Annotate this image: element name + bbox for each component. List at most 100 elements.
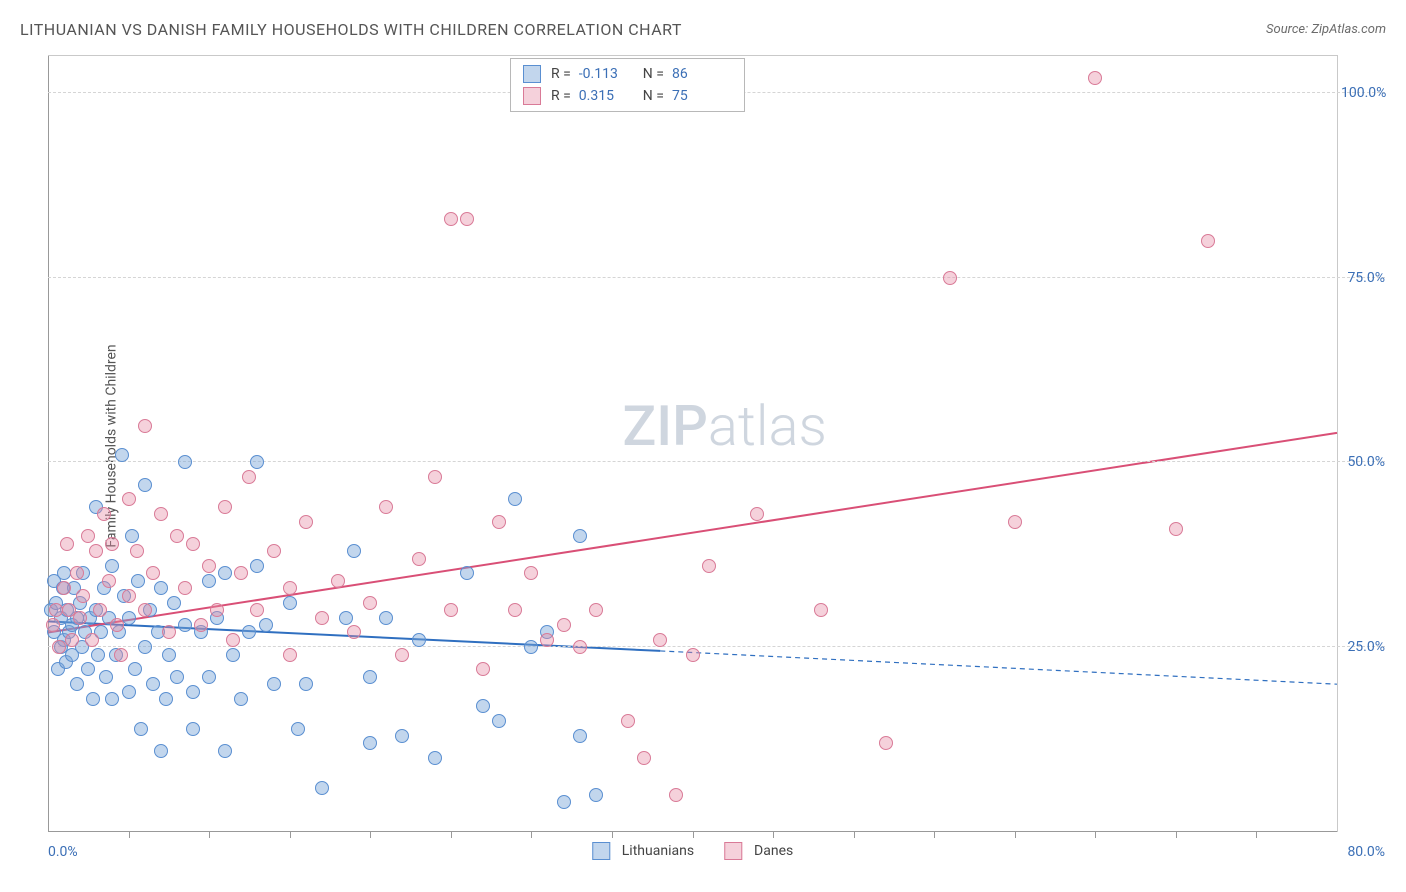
scatter-point-danes [65,633,79,647]
scatter-point-lithuanians [154,581,168,595]
scatter-point-danes [1008,515,1022,529]
scatter-point-lithuanians [315,781,329,795]
scatter-point-danes [444,212,458,226]
scatter-point-lithuanians [347,544,361,558]
x-tick [612,832,613,838]
scatter-point-danes [508,603,522,617]
scatter-point-danes [879,736,893,750]
scatter-point-danes [589,603,603,617]
scatter-point-lithuanians [57,566,71,580]
scatter-point-danes [412,552,426,566]
x-tick [1176,832,1177,838]
scatter-point-lithuanians [250,559,264,573]
scatter-point-danes [637,751,651,765]
scatter-point-lithuanians [202,670,216,684]
scatter-point-danes [85,633,99,647]
scatter-point-lithuanians [170,670,184,684]
scatter-point-lithuanians [428,751,442,765]
scatter-point-danes [750,507,764,521]
scatter-point-danes [97,507,111,521]
scatter-point-lithuanians [460,566,474,580]
scatter-point-danes [242,470,256,484]
scatter-point-lithuanians [508,492,522,506]
scatter-point-lithuanians [395,729,409,743]
scatter-point-danes [524,566,538,580]
scatter-point-lithuanians [589,788,603,802]
legend-swatch [523,65,541,83]
scatter-point-danes [122,589,136,603]
scatter-point-danes [162,625,176,639]
scatter-point-lithuanians [86,692,100,706]
scatter-point-danes [130,544,144,558]
scatter-point-danes [93,603,107,617]
legend-bottom: Lithuanians Danes [592,842,793,860]
y-axis-line [48,56,49,832]
scatter-point-lithuanians [339,611,353,625]
trend-lines-layer [48,56,1337,832]
scatter-point-lithuanians [242,625,256,639]
scatter-point-lithuanians [178,618,192,632]
scatter-point-lithuanians [125,529,139,543]
scatter-point-danes [234,566,248,580]
scatter-point-danes [73,611,87,625]
scatter-point-lithuanians [218,566,232,580]
scatter-point-lithuanians [105,692,119,706]
scatter-point-lithuanians [299,677,313,691]
scatter-point-lithuanians [186,685,200,699]
x-tick [934,832,935,838]
scatter-point-lithuanians [186,722,200,736]
scatter-point-lithuanians [492,714,506,728]
scatter-point-lithuanians [259,618,273,632]
chart-source: Source: ZipAtlas.com [1266,22,1386,37]
x-tick [1095,832,1096,838]
x-tick [290,832,291,838]
scatter-point-lithuanians [379,611,393,625]
scatter-point-danes [154,507,168,521]
y-tick-label: 50.0% [1341,454,1385,470]
scatter-point-danes [283,648,297,662]
scatter-point-lithuanians [134,722,148,736]
scatter-point-danes [114,648,128,662]
scatter-point-danes [186,537,200,551]
scatter-point-danes [283,581,297,595]
scatter-point-danes [49,603,63,617]
scatter-point-lithuanians [218,744,232,758]
scatter-point-danes [1201,234,1215,248]
scatter-point-danes [299,515,313,529]
plot-inner: ZIPatlas [48,56,1337,832]
scatter-point-lithuanians [154,744,168,758]
scatter-point-danes [178,581,192,595]
legend-n-label: N = [643,88,664,104]
scatter-point-lithuanians [573,529,587,543]
source-prefix: Source: [1266,22,1311,37]
scatter-point-danes [46,618,60,632]
x-max-label: 80.0% [1347,844,1385,860]
scatter-point-danes [102,574,116,588]
legend-bottom-item-danes: Danes [724,842,793,860]
scatter-point-danes [138,419,152,433]
chart-header: LITHUANIAN VS DANISH FAMILY HOUSEHOLDS W… [20,20,1386,39]
legend-n-value: 75 [672,88,718,104]
legend-swatch [523,87,541,105]
trendline-danes [48,433,1337,633]
scatter-point-danes [444,603,458,617]
scatter-point-lithuanians [138,478,152,492]
scatter-point-danes [653,633,667,647]
scatter-point-lithuanians [267,677,281,691]
legend-n-label: N = [643,66,664,82]
legend-series-label: Danes [754,843,793,859]
scatter-point-lithuanians [167,596,181,610]
scatter-point-lithuanians [138,640,152,654]
scatter-point-danes [331,574,345,588]
scatter-point-danes [315,611,329,625]
scatter-point-danes [89,544,103,558]
plot-region: ZIPatlas 0.0% 80.0% LithuaniansDanes 25.… [48,55,1338,832]
scatter-point-danes [476,662,490,676]
scatter-point-danes [218,500,232,514]
scatter-point-lithuanians [557,795,571,809]
scatter-point-lithuanians [524,640,538,654]
x-tick [370,832,371,838]
scatter-point-lithuanians [128,662,142,676]
legend-bottom-item-lithuanians: Lithuanians [592,842,694,860]
legend-top-row-lithuanians: R =-0.113N =86 [523,63,732,85]
